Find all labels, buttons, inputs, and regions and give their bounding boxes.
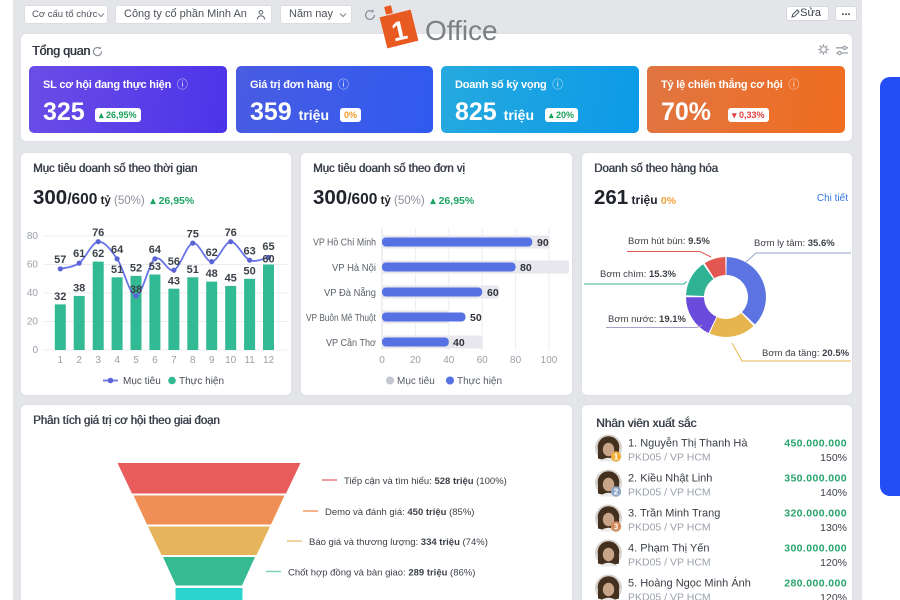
svg-text:120%: 120% (820, 592, 847, 600)
svg-text:1: 1 (614, 453, 619, 462)
svg-text:64: 64 (149, 244, 162, 256)
svg-text:63: 63 (243, 246, 255, 258)
svg-text:45: 45 (225, 273, 237, 285)
svg-text:56: 56 (168, 256, 180, 268)
svg-text:50: 50 (470, 312, 482, 324)
svg-text:320.000.000: 320.000.000 (784, 508, 847, 520)
svg-text:57: 57 (54, 254, 66, 266)
svg-text:48: 48 (206, 268, 218, 280)
svg-text:0: 0 (32, 345, 38, 356)
svg-text:8: 8 (190, 355, 196, 366)
svg-text:90: 90 (537, 237, 549, 249)
svg-text:52: 52 (130, 263, 142, 275)
svg-text:3. Trần Minh Trang: 3. Trần Minh Trang (628, 508, 720, 520)
svg-text:76: 76 (92, 227, 104, 239)
svg-text:10: 10 (225, 355, 237, 366)
svg-text:4: 4 (114, 355, 120, 366)
svg-text:PKD05 / VP HCM: PKD05 / VP HCM (628, 522, 711, 534)
svg-text:12: 12 (263, 355, 275, 366)
svg-text:60: 60 (27, 260, 39, 271)
svg-text:62: 62 (92, 248, 104, 260)
svg-text:9: 9 (209, 355, 215, 366)
svg-text:130%: 130% (820, 522, 847, 534)
svg-text:VP Hồ Chí Minh: VP Hồ Chí Minh (313, 237, 376, 249)
svg-text:Bơm nước: 19.1%: Bơm nước: 19.1% (608, 314, 687, 325)
svg-text:40: 40 (27, 288, 39, 299)
svg-text:120%: 120% (820, 557, 847, 569)
svg-text:3: 3 (95, 355, 101, 366)
svg-text:5. Hoàng Ngọc Minh Ánh: 5. Hoàng Ngọc Minh Ánh (628, 577, 751, 590)
svg-text:40: 40 (453, 337, 465, 349)
svg-text:3: 3 (614, 523, 619, 532)
svg-text:2: 2 (614, 488, 619, 497)
svg-text:40: 40 (443, 355, 455, 366)
svg-text:Bơm chìm: 15.3%: Bơm chìm: 15.3% (600, 269, 676, 280)
svg-text:140%: 140% (820, 487, 847, 499)
svg-text:150%: 150% (820, 452, 847, 464)
svg-text:11: 11 (244, 355, 255, 366)
svg-text:6: 6 (152, 355, 158, 366)
svg-text:2: 2 (76, 355, 82, 366)
svg-text:VP Buôn Mê Thuột: VP Buôn Mê Thuột (306, 313, 376, 324)
svg-text:20: 20 (27, 317, 39, 328)
svg-text:Thực hiện: Thực hiện (457, 376, 502, 387)
svg-text:38: 38 (130, 284, 142, 296)
svg-text:75: 75 (187, 229, 199, 241)
svg-text:VP Hà Nội: VP Hà Nội (332, 263, 376, 274)
svg-text:Bơm hút bùn: 9.5%: Bơm hút bùn: 9.5% (628, 236, 710, 247)
svg-text:65: 65 (262, 241, 274, 253)
svg-text:80: 80 (27, 231, 39, 242)
svg-text:2. Kiều Nhật Linh: 2. Kiều Nhật Linh (628, 473, 712, 485)
svg-text:5: 5 (133, 355, 139, 366)
svg-text:Chốt hợp đồng và bàn giao: 289: Chốt hợp đồng và bàn giao: 289 triệu (86… (288, 568, 475, 579)
svg-text:1: 1 (58, 355, 64, 366)
svg-text:PKD05 / VP HCM: PKD05 / VP HCM (628, 557, 711, 569)
svg-text:1. Nguyễn Thị Thanh Hà: 1. Nguyễn Thị Thanh Hà (628, 437, 748, 450)
svg-text:4. Phạm Thị Yến: 4. Phạm Thị Yến (628, 543, 710, 555)
svg-text:450.000.000: 450.000.000 (784, 438, 847, 450)
svg-text:43: 43 (168, 276, 180, 288)
svg-text:0: 0 (379, 355, 385, 366)
svg-text:38: 38 (73, 283, 85, 295)
svg-text:32: 32 (54, 291, 66, 303)
svg-text:53: 53 (149, 261, 161, 273)
svg-text:80: 80 (520, 262, 532, 274)
svg-text:Mục tiêu: Mục tiêu (123, 376, 161, 387)
svg-text:100: 100 (541, 355, 558, 366)
svg-text:76: 76 (225, 227, 237, 239)
svg-text:64: 64 (111, 244, 124, 256)
svg-text:280.000.000: 280.000.000 (784, 578, 847, 590)
svg-text:Báo giá và thương lượng: 334 t: Báo giá và thương lượng: 334 triệu (74%) (309, 537, 488, 548)
svg-text:62: 62 (206, 247, 218, 259)
svg-text:VP Đà Nẵng: VP Đà Nẵng (324, 286, 376, 299)
svg-text:60: 60 (477, 355, 489, 366)
svg-text:50: 50 (243, 266, 255, 278)
svg-text:20: 20 (410, 355, 422, 366)
svg-text:Thực hiện: Thực hiện (179, 376, 224, 387)
svg-text:VP Cần Thơ: VP Cần Thơ (326, 337, 376, 349)
svg-text:60: 60 (262, 254, 274, 266)
svg-text:51: 51 (187, 264, 199, 276)
svg-text:60: 60 (487, 287, 499, 299)
svg-text:80: 80 (510, 355, 522, 366)
svg-text:PKD05 / VP HCM: PKD05 / VP HCM (628, 452, 711, 464)
svg-text:300.000.000: 300.000.000 (784, 543, 847, 555)
svg-text:Mục tiêu: Mục tiêu (397, 376, 435, 387)
svg-text:Tiếp cận và tìm hiểu: 528 triệ: Tiếp cận và tìm hiểu: 528 triệu (100%) (344, 476, 507, 487)
svg-text:Demo và đánh giá: 450 triệu (8: Demo và đánh giá: 450 triệu (85%) (325, 507, 474, 518)
svg-text:Bơm ly tâm: 35.6%: Bơm ly tâm: 35.6% (754, 238, 835, 249)
svg-text:7: 7 (171, 355, 177, 366)
svg-text:PKD05 / VP HCM: PKD05 / VP HCM (628, 592, 711, 600)
svg-text:350.000.000: 350.000.000 (784, 473, 847, 485)
svg-text:Bơm đa tầng: 20.5%: Bơm đa tầng: 20.5% (762, 348, 850, 359)
svg-text:51: 51 (111, 264, 123, 276)
svg-text:61: 61 (73, 248, 85, 260)
svg-text:PKD05 / VP HCM: PKD05 / VP HCM (628, 487, 711, 499)
